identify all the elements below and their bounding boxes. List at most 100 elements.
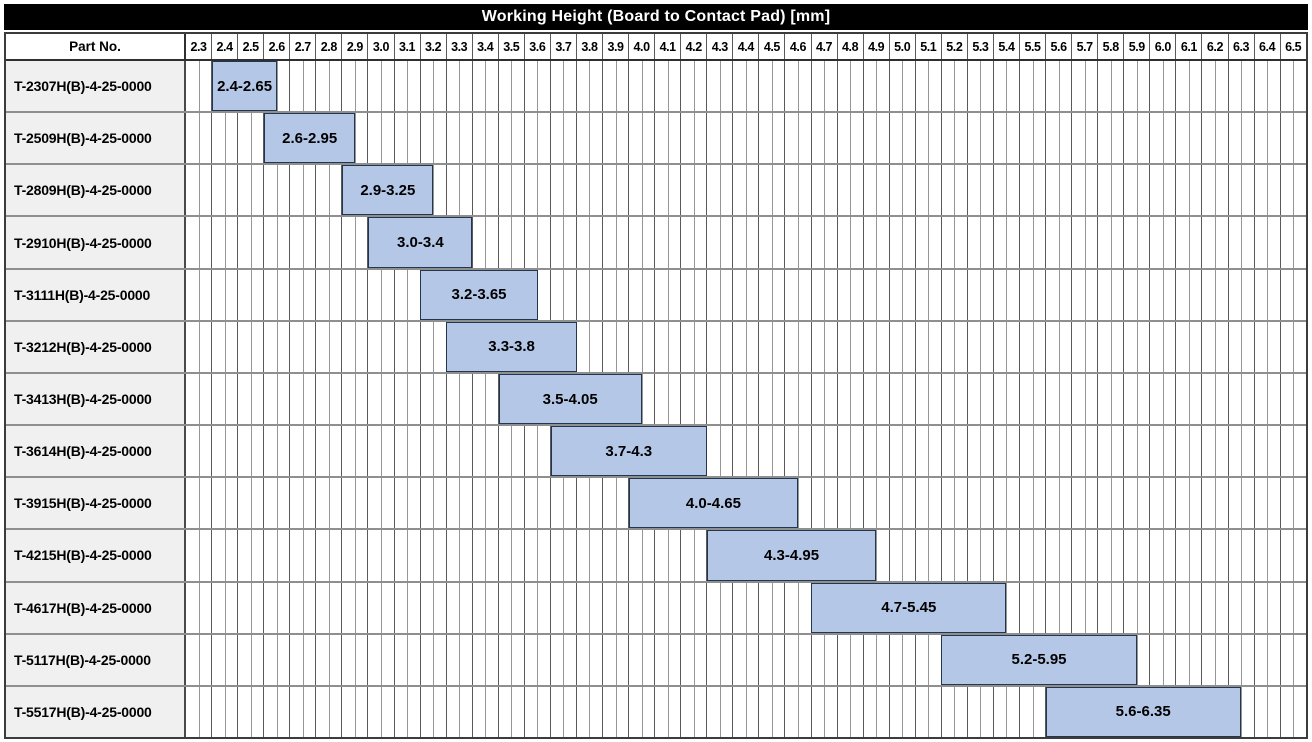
- table-row: T-4617H(B)-4-25-0000 4.7-5.45: [6, 580, 1306, 633]
- grid-column: [966, 321, 993, 373]
- grid-column: [966, 373, 993, 425]
- grid-column: [1279, 113, 1306, 164]
- grid-column: [393, 113, 420, 164]
- grid-column: [186, 478, 211, 529]
- grid-column: [1019, 582, 1045, 633]
- grid-column: [914, 217, 941, 268]
- grid-column: [186, 582, 211, 633]
- grid-column: [1123, 269, 1149, 320]
- grid-column: [602, 582, 628, 633]
- grid-column: [914, 426, 941, 477]
- grid-column: [1149, 165, 1175, 216]
- grid-column: [497, 113, 524, 164]
- grid-column: [445, 61, 472, 112]
- grid-column: [1071, 269, 1097, 320]
- grid-column: [1097, 530, 1123, 581]
- grid-column: [654, 113, 680, 164]
- range-label: 2.6-2.95: [282, 129, 338, 147]
- grid-column: [1149, 530, 1175, 581]
- grid-column: [654, 165, 680, 216]
- grid-column: [497, 426, 524, 477]
- grid-column: [914, 165, 941, 216]
- grid-column: [471, 217, 498, 268]
- grid-column: [549, 269, 576, 320]
- grid-column: [966, 217, 993, 268]
- grid-column: [445, 634, 472, 686]
- grid-column: [263, 582, 289, 633]
- row-plot-area: 4.7-5.45: [186, 582, 1306, 633]
- grid-column: [914, 530, 941, 581]
- range-label: 4.0-4.65: [685, 494, 741, 512]
- grid-column: [810, 373, 837, 425]
- grid-column: [211, 686, 237, 738]
- grid-column: [1227, 61, 1254, 112]
- row-plot-area: 4.0-4.65: [186, 478, 1306, 529]
- table-row: T-3413H(B)-4-25-0000 3.5-4.05: [6, 371, 1306, 425]
- grid-column: [862, 165, 889, 216]
- grid-column: [862, 634, 889, 686]
- grid-column: [1123, 217, 1149, 268]
- range-label: 4.3-4.95: [764, 546, 820, 564]
- grid-column: [888, 165, 915, 216]
- grid-column: [315, 165, 341, 216]
- grid-column: [1279, 217, 1306, 268]
- axis-tick: 3.6: [523, 34, 550, 59]
- grid-column: [445, 530, 472, 581]
- axis-tick: 6.5: [1279, 34, 1306, 59]
- grid-column: [341, 321, 367, 373]
- grid-column: [341, 530, 367, 581]
- grid-column: [1045, 478, 1071, 529]
- grid-column: [992, 426, 1019, 477]
- grid-column: [575, 61, 602, 112]
- grid-column: [211, 165, 237, 216]
- grid-column: [784, 321, 810, 373]
- grid-column: [289, 61, 315, 112]
- grid-column: [523, 478, 550, 529]
- range-bar: 3.0-3.4: [368, 217, 473, 268]
- grid-column: [966, 426, 993, 477]
- grid-column: [940, 426, 967, 477]
- part-no-cell: T-2910H(B)-4-25-0000: [6, 217, 186, 268]
- table-row: T-3111H(B)-4-25-0000 3.2-3.65: [6, 267, 1306, 320]
- table-row: T-2307H(B)-4-25-0000 2.4-2.65: [6, 61, 1306, 112]
- grid-column: [836, 165, 863, 216]
- grid-column: [497, 217, 524, 268]
- grid-column: [1227, 634, 1254, 686]
- part-no-cell: T-3614H(B)-4-25-0000: [6, 426, 186, 477]
- range-bar: 3.2-3.65: [420, 269, 538, 320]
- grid-column: [575, 217, 602, 268]
- row-plot-area: 4.3-4.95: [186, 530, 1306, 581]
- axis-tick: 2.3: [190, 39, 207, 54]
- grid-column: [940, 373, 967, 425]
- range-bar: 4.7-5.45: [811, 582, 1007, 633]
- grid-column: [341, 426, 367, 477]
- grid-column: [1201, 373, 1227, 425]
- grid-column: [810, 321, 837, 373]
- grid-column: [549, 113, 576, 164]
- grid-column: [1149, 217, 1175, 268]
- range-bar: 4.0-4.65: [628, 478, 799, 529]
- grid-column: [1227, 582, 1254, 633]
- grid-column: [706, 321, 732, 373]
- range-bar: 2.4-2.65: [212, 61, 278, 112]
- grid-column: [628, 686, 654, 738]
- grid-column: [186, 165, 211, 216]
- grid-column: [1227, 426, 1254, 477]
- grid-column: [367, 686, 393, 738]
- grid-column: [602, 113, 628, 164]
- grid-column: [1123, 321, 1149, 373]
- grid-column: [1097, 61, 1123, 112]
- grid-column: [549, 165, 576, 216]
- grid-column: [628, 217, 654, 268]
- row-plot-area: 5.6-6.35: [186, 686, 1306, 738]
- grid-column: [186, 373, 211, 425]
- axis-tick: 3.0: [367, 34, 393, 59]
- grid-column: [888, 634, 915, 686]
- grid-column: [237, 530, 263, 581]
- grid-column: [732, 321, 758, 373]
- axis-tick: 4.8: [836, 34, 863, 59]
- grid-column: [992, 478, 1019, 529]
- part-no-cell: T-2809H(B)-4-25-0000: [6, 165, 186, 216]
- grid-column: [575, 686, 602, 738]
- grid-column: [1019, 686, 1045, 738]
